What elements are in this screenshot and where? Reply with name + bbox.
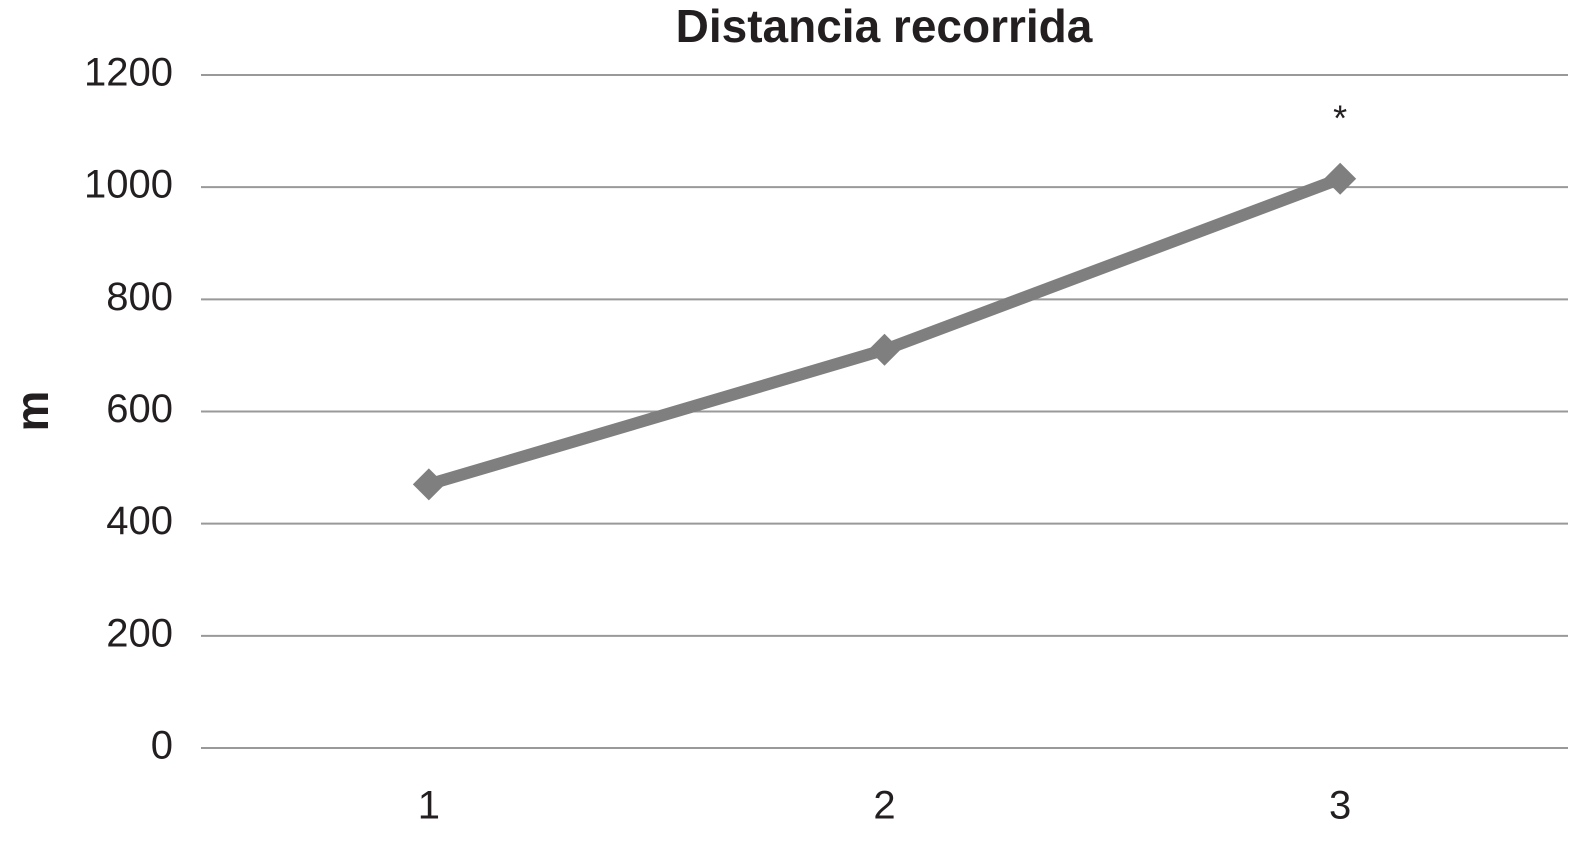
x-tick-label: 2 bbox=[873, 784, 895, 828]
annotation: * bbox=[1333, 97, 1347, 138]
x-tick-label: 3 bbox=[1329, 784, 1351, 828]
line-series bbox=[427, 173, 1343, 491]
y-tick-label: 0 bbox=[151, 724, 173, 768]
y-axis-label: m bbox=[6, 391, 58, 432]
y-tick-label: 1000 bbox=[84, 163, 173, 207]
x-tick-label: 1 bbox=[418, 784, 440, 828]
y-tick-label: 1200 bbox=[84, 51, 173, 95]
y-tick-label: 800 bbox=[106, 275, 173, 319]
marker bbox=[868, 333, 901, 366]
chart-title: Distancia recorrida bbox=[676, 0, 1093, 52]
marker bbox=[412, 468, 445, 501]
y-tick-label: 400 bbox=[106, 499, 173, 543]
y-tick-label: 600 bbox=[106, 387, 173, 431]
marker bbox=[1324, 162, 1357, 195]
y-tick-label: 200 bbox=[106, 611, 173, 655]
